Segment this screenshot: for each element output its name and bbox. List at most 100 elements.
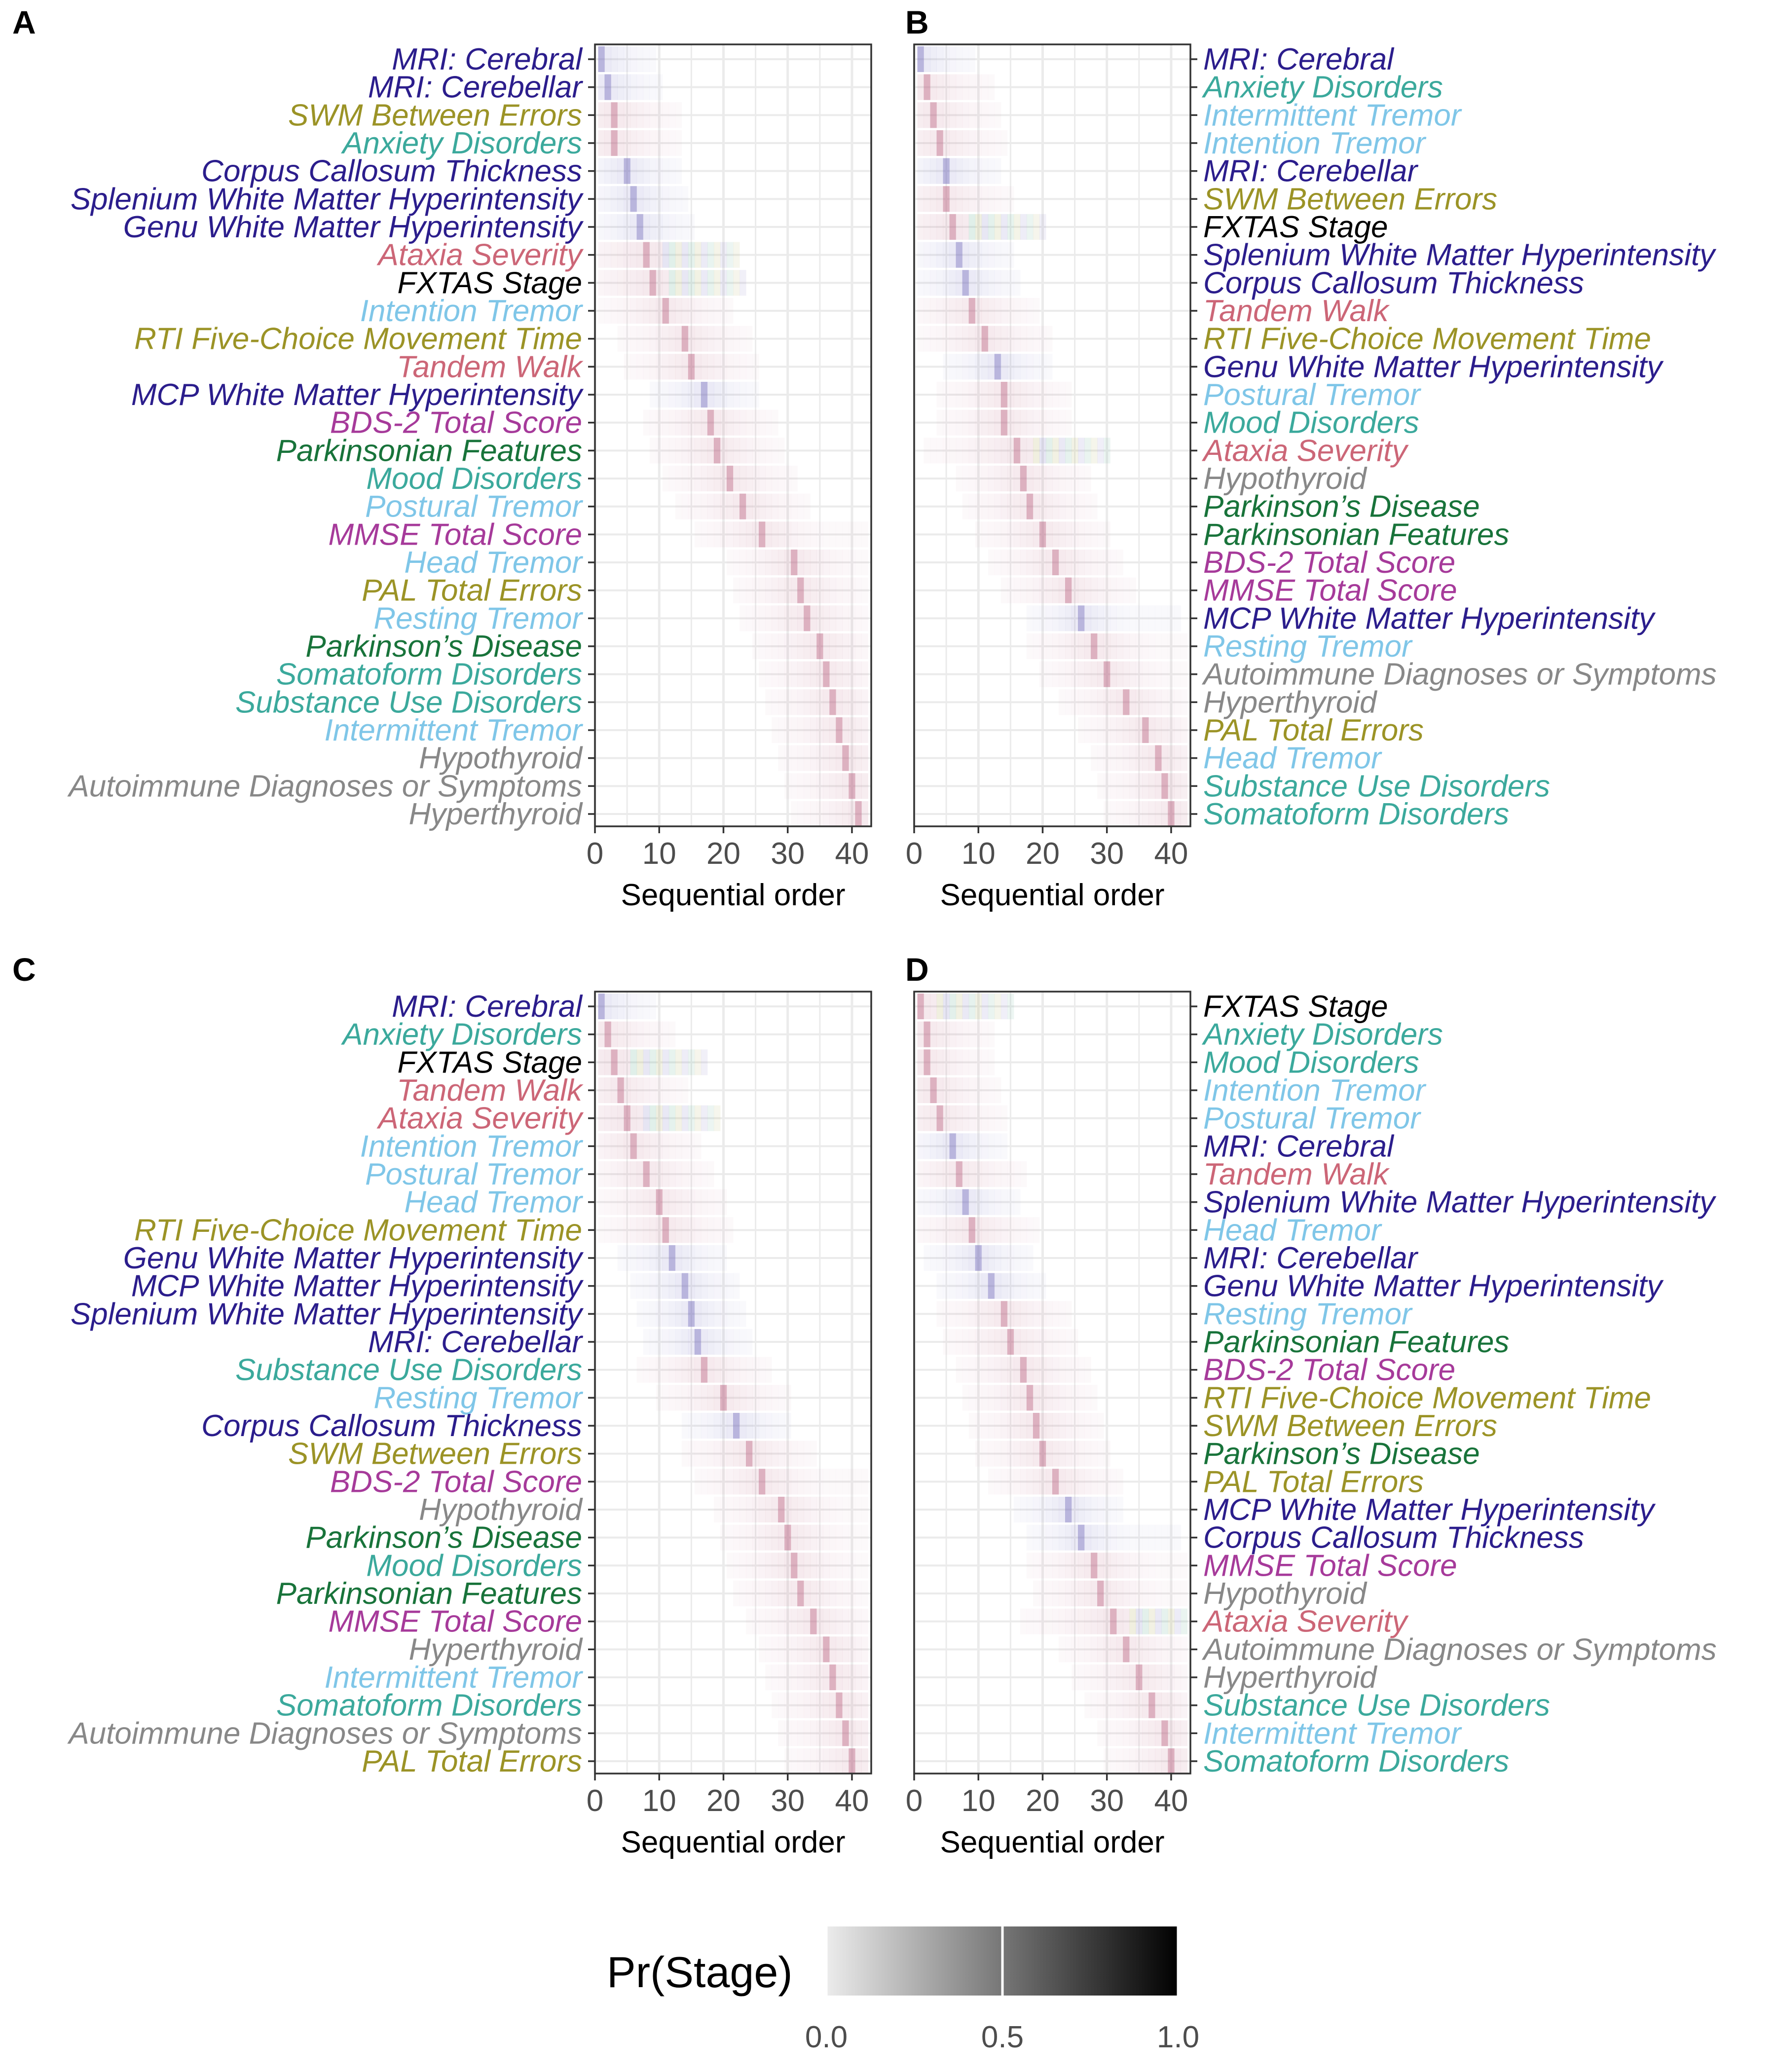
heatmap-cell	[861, 1524, 868, 1551]
heatmap-cell	[630, 46, 637, 73]
heatmap-cell	[701, 1301, 708, 1327]
heatmap-cell	[930, 1161, 937, 1187]
heatmap-cell	[1007, 1273, 1014, 1299]
heatmap-cell	[981, 1273, 989, 1299]
x-tick-label: 40	[1154, 1784, 1188, 1818]
heatmap-cell	[1000, 1105, 1008, 1131]
heatmap-cell	[1116, 661, 1123, 687]
heatmap-cell	[1039, 1469, 1046, 1495]
heatmap-cell	[1033, 1524, 1040, 1551]
heatmap-cell	[994, 1217, 1001, 1243]
heatmap-cell	[772, 1469, 778, 1495]
heatmap-cell	[713, 1245, 721, 1271]
heatmap-cell	[740, 465, 746, 492]
heatmap-cell	[713, 1357, 721, 1383]
heatmap-cell	[720, 438, 727, 464]
heatmap-cell	[1039, 521, 1046, 548]
heatmap-cell	[752, 493, 759, 519]
heatmap-cell	[981, 1105, 989, 1131]
heatmap-cell	[726, 1553, 734, 1579]
heatmap-cell	[1148, 1553, 1155, 1579]
heatmap-cell	[829, 521, 836, 548]
heatmap-cell	[662, 270, 669, 296]
heatmap-cell	[1104, 521, 1110, 548]
heatmap-cell	[1026, 409, 1034, 436]
heatmap-cell	[943, 409, 950, 436]
heatmap-cell	[797, 661, 804, 687]
heatmap-cell	[643, 102, 650, 128]
heatmap-cell	[930, 46, 937, 73]
heatmap-cell	[701, 1161, 708, 1187]
heatmap-cell	[1020, 1301, 1027, 1327]
heatmap-cell	[1065, 465, 1072, 492]
heatmap-cell	[1000, 1412, 1008, 1439]
heatmap-cell	[855, 1553, 862, 1579]
heatmap-cell	[1020, 1608, 1027, 1634]
heatmap-cell	[1123, 1692, 1130, 1718]
heatmap-cell	[1110, 1608, 1117, 1634]
heatmap-cell	[624, 186, 631, 212]
heatmap-cell	[981, 354, 989, 380]
heatmap-cell	[962, 270, 969, 296]
heatmap-cell	[936, 1133, 944, 1159]
heatmap-cell	[733, 326, 740, 352]
heatmap-cell	[924, 242, 931, 268]
feature-label: Head Tremor	[404, 546, 583, 580]
heatmap-cell	[1091, 717, 1098, 743]
heatmap-cell	[662, 1301, 669, 1327]
heatmap-cell	[624, 993, 631, 1020]
heatmap-cell	[1007, 326, 1014, 352]
heatmap-cell	[1104, 773, 1110, 799]
heatmap-peak-cell	[829, 1664, 836, 1691]
heatmap-cell	[797, 689, 804, 715]
heatmap-cell	[1026, 354, 1034, 380]
heatmap-cell	[598, 46, 605, 73]
heatmap-cell	[617, 242, 625, 268]
heatmap-peak-cell	[681, 326, 688, 352]
feature-label: Resting Tremor	[373, 601, 583, 635]
heatmap-cell	[1072, 1636, 1078, 1663]
heatmap-cell	[1084, 1580, 1091, 1607]
heatmap-cell	[829, 577, 836, 603]
heatmap-cell	[797, 633, 804, 660]
heatmap-cell	[1161, 1692, 1168, 1718]
heatmap-cell	[1039, 1608, 1046, 1634]
heatmap-cell	[617, 1161, 625, 1187]
heatmap-cell	[1168, 1636, 1175, 1663]
heatmap-cell	[791, 577, 798, 603]
heatmap-cell	[1142, 1636, 1149, 1663]
heatmap-cell	[924, 46, 931, 73]
heatmap-cell	[1097, 1496, 1104, 1523]
heatmap-cell	[598, 1161, 605, 1187]
heatmap-cell	[1136, 605, 1143, 631]
heatmap-cell	[1097, 689, 1104, 715]
heatmap-cell	[1148, 1692, 1155, 1718]
feature-label: Autoimmune Diagnoses or Symptoms	[67, 769, 582, 803]
heatmap-cell	[611, 242, 618, 268]
heatmap-cell	[1142, 745, 1149, 771]
heatmap-cell	[1104, 1748, 1110, 1775]
heatmap-cell	[930, 1049, 937, 1075]
heatmap-cell	[949, 326, 957, 352]
heatmap-cell	[943, 102, 950, 128]
heatmap-cell	[694, 1105, 702, 1131]
heatmap-cell	[1110, 1496, 1117, 1523]
heatmap-cell	[962, 993, 969, 1020]
heatmap-cell	[1033, 1441, 1040, 1467]
heatmap-cell	[962, 381, 969, 408]
heatmap-cell	[1104, 605, 1110, 631]
heatmap-cell	[1110, 801, 1117, 827]
heatmap-cell	[1033, 409, 1040, 436]
heatmap-cell	[598, 1021, 605, 1047]
heatmap-cell	[1155, 773, 1162, 799]
heatmap-cell	[611, 993, 618, 1020]
heatmap-cell	[791, 745, 798, 771]
heatmap-cell	[936, 130, 944, 156]
heatmap-cell	[726, 1301, 734, 1327]
heatmap-cell	[988, 1441, 995, 1467]
heatmap-cell	[1129, 1553, 1136, 1579]
heatmap-cell	[917, 270, 925, 296]
heatmap-cell	[1052, 633, 1059, 660]
heatmap-cell	[752, 1441, 759, 1467]
heatmap-cell	[1129, 1692, 1136, 1718]
